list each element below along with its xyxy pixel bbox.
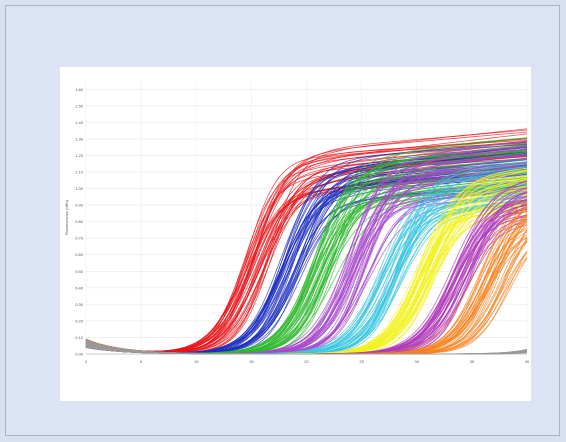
y-tick-label: 0.50 xyxy=(75,269,84,274)
x-tick-label: 25 xyxy=(359,359,364,364)
y-tick-label: 0.30 xyxy=(75,302,84,307)
y-tick-label: 1.50 xyxy=(75,103,84,108)
y-tick-label: 1.40 xyxy=(75,120,84,125)
x-tick-label: 5 xyxy=(140,359,143,364)
x-tick-label: 20 xyxy=(304,359,309,364)
y-tick-label: 1.30 xyxy=(75,136,84,141)
chart-card: 0.00 0.10 0.20 0.30 0.40 0.50 0.60 0.70 0.80 0.90… xyxy=(60,67,531,401)
x-tick-label: 40 xyxy=(525,359,530,364)
figure-frame: 0.00 0.10 0.20 0.30 0.40 0.50 0.60 0.70 0.80 0.90… xyxy=(5,5,560,436)
y-tick-label: 0.60 xyxy=(75,252,84,257)
x-tick-label: 30 xyxy=(415,359,420,364)
x-tick-label: 35 xyxy=(470,359,475,364)
x-tick-label: 0 xyxy=(85,359,88,364)
y-tick-label: 1.10 xyxy=(75,170,84,175)
y-tick-label: 0.10 xyxy=(75,335,84,340)
y-tick-label: 0.00 xyxy=(75,352,84,357)
amplification-curve xyxy=(85,339,528,355)
x-tick-label: 15 xyxy=(249,359,254,364)
y-tick-label: 0.40 xyxy=(75,285,84,290)
y-tick-label: 0.70 xyxy=(75,236,84,241)
y-tick-label: 1.60 xyxy=(75,87,84,92)
y-tick-label: 0.90 xyxy=(75,203,84,208)
y-axis-title: Fluorescence (dRn) xyxy=(64,199,69,235)
y-tick-label: 0.20 xyxy=(75,318,84,323)
amplification-chart: 0.00 0.10 0.20 0.30 0.40 0.50 0.60 0.70 0.80 0.90… xyxy=(64,81,530,364)
y-tick-label: 0.80 xyxy=(75,219,84,224)
x-tick-label: 10 xyxy=(194,359,199,364)
y-tick-label: 1.00 xyxy=(75,186,84,191)
y-tick-label: 1.20 xyxy=(75,153,84,158)
